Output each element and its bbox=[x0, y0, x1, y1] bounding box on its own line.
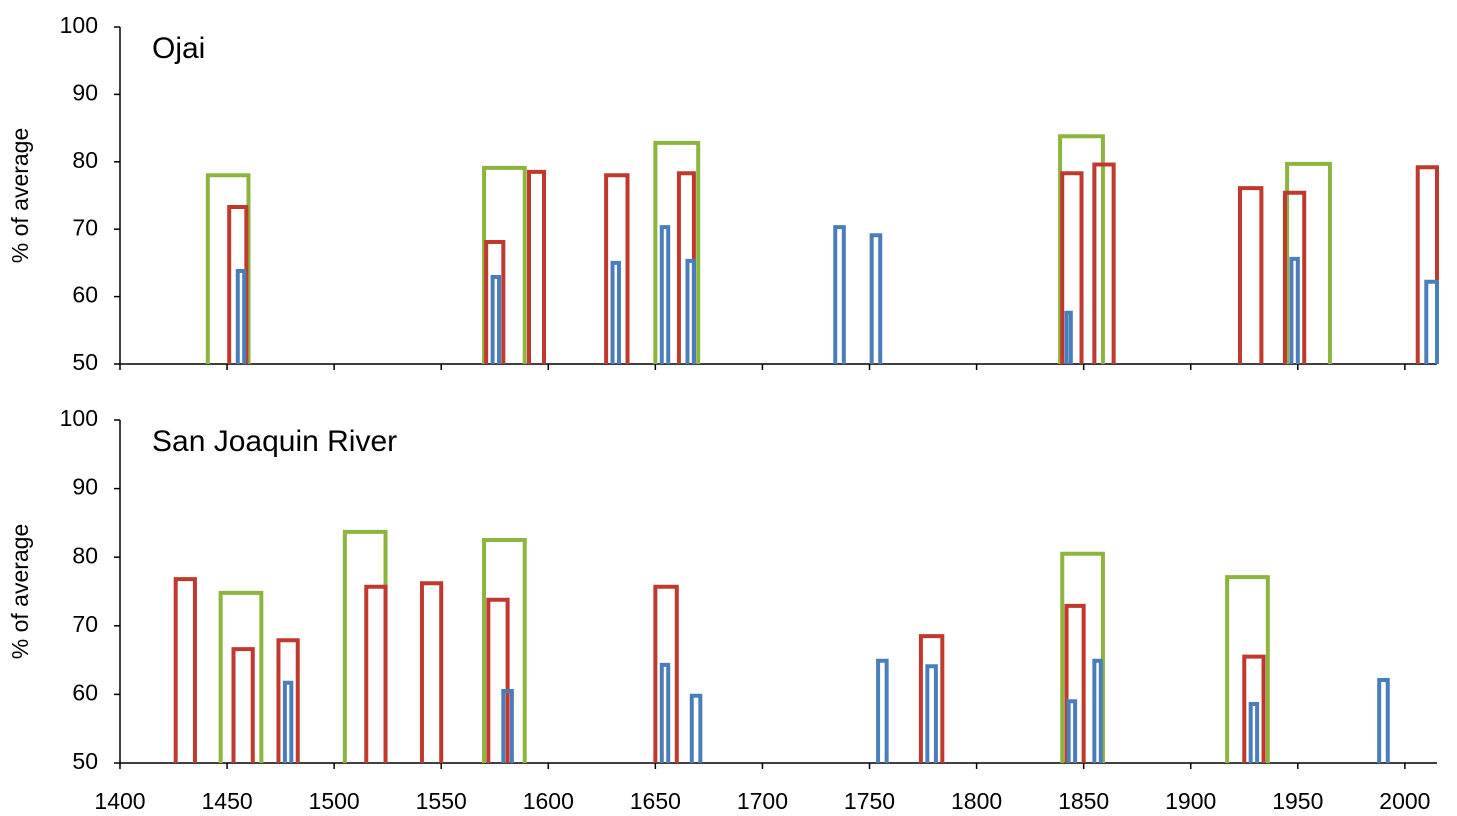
y-tick-label: 90 bbox=[72, 79, 98, 105]
period-bar bbox=[364, 584, 388, 763]
y-tick-label: 50 bbox=[72, 748, 98, 774]
period-bar bbox=[1060, 171, 1084, 364]
period-bar bbox=[482, 165, 527, 364]
y-tick-label: 80 bbox=[72, 147, 98, 173]
x-tick-label: 1450 bbox=[201, 788, 252, 814]
period-bar bbox=[527, 169, 547, 364]
period-bar bbox=[1064, 603, 1086, 763]
period-bar bbox=[1060, 551, 1105, 763]
x-tick-label: 1800 bbox=[951, 788, 1002, 814]
y-tick-label: 90 bbox=[72, 474, 98, 500]
y-tick-label: 80 bbox=[72, 542, 98, 568]
x-tick-label: 1400 bbox=[94, 788, 145, 814]
period-bar bbox=[1064, 310, 1073, 364]
period-bar bbox=[282, 680, 294, 763]
period-bar bbox=[1225, 575, 1270, 763]
period-bar bbox=[918, 634, 945, 763]
x-tick-label: 1950 bbox=[1272, 788, 1323, 814]
period-bar bbox=[227, 204, 249, 364]
period-bar bbox=[1066, 699, 1078, 763]
period-bar bbox=[604, 173, 630, 364]
period-bar bbox=[653, 584, 679, 763]
y-tick-label: 100 bbox=[60, 12, 98, 38]
period-bar bbox=[659, 662, 671, 763]
x-tick-label: 1850 bbox=[1058, 788, 1109, 814]
y-tick-label: 50 bbox=[72, 349, 98, 375]
period-bar bbox=[610, 260, 621, 364]
period-bar bbox=[1377, 677, 1390, 763]
x-tick-label: 1600 bbox=[523, 788, 574, 814]
period-bar bbox=[1289, 256, 1300, 364]
period-bar bbox=[833, 225, 846, 364]
period-bar bbox=[1242, 654, 1266, 763]
period-bar bbox=[1282, 190, 1307, 364]
period-bar bbox=[1092, 162, 1116, 364]
y-axis-label: % of average bbox=[7, 128, 33, 264]
panel-title: Ojai bbox=[152, 32, 205, 65]
period-bar bbox=[205, 173, 251, 364]
period-bar bbox=[486, 597, 510, 763]
y-tick-label: 100 bbox=[60, 405, 98, 431]
period-bar bbox=[419, 581, 444, 763]
x-tick-label: 2000 bbox=[1379, 788, 1430, 814]
period-bar bbox=[173, 577, 197, 763]
period-bar bbox=[1092, 658, 1103, 763]
period-bar bbox=[653, 140, 701, 364]
period-bar bbox=[501, 688, 514, 763]
period-bar bbox=[685, 258, 696, 364]
y-tick-label: 70 bbox=[72, 214, 98, 240]
x-tick-label: 1650 bbox=[630, 788, 681, 814]
x-tick-label: 1500 bbox=[309, 788, 360, 814]
period-bar bbox=[1415, 165, 1439, 364]
period-bar bbox=[659, 225, 671, 364]
period-bar bbox=[235, 268, 247, 364]
y-axis-label: % of average bbox=[7, 524, 33, 660]
period-bar bbox=[1285, 161, 1332, 364]
period-bar bbox=[218, 590, 264, 763]
period-bar bbox=[490, 275, 502, 364]
panel-title: San Joaquin River bbox=[152, 425, 397, 458]
period-bar bbox=[484, 240, 506, 364]
period-bar bbox=[876, 658, 889, 763]
x-tick-label: 1750 bbox=[844, 788, 895, 814]
y-tick-label: 70 bbox=[72, 611, 98, 637]
x-tick-label: 1700 bbox=[737, 788, 788, 814]
x-tick-label: 1550 bbox=[416, 788, 467, 814]
period-bar bbox=[276, 638, 300, 763]
period-bar bbox=[482, 538, 527, 763]
period-bar bbox=[869, 233, 883, 364]
period-bar bbox=[1237, 186, 1264, 364]
period-bar bbox=[689, 693, 703, 763]
period-bar bbox=[1424, 279, 1439, 364]
y-tick-label: 60 bbox=[72, 679, 98, 705]
period-bar bbox=[1058, 134, 1105, 364]
x-tick-label: 1900 bbox=[1165, 788, 1216, 814]
period-bar bbox=[1248, 702, 1260, 763]
period-bar bbox=[231, 647, 255, 763]
period-bar bbox=[925, 664, 938, 763]
y-tick-label: 60 bbox=[72, 282, 98, 308]
